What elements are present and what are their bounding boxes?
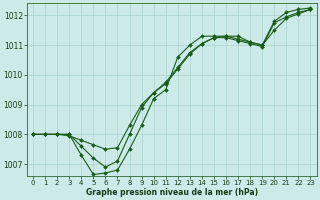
X-axis label: Graphe pression niveau de la mer (hPa): Graphe pression niveau de la mer (hPa): [86, 188, 258, 197]
